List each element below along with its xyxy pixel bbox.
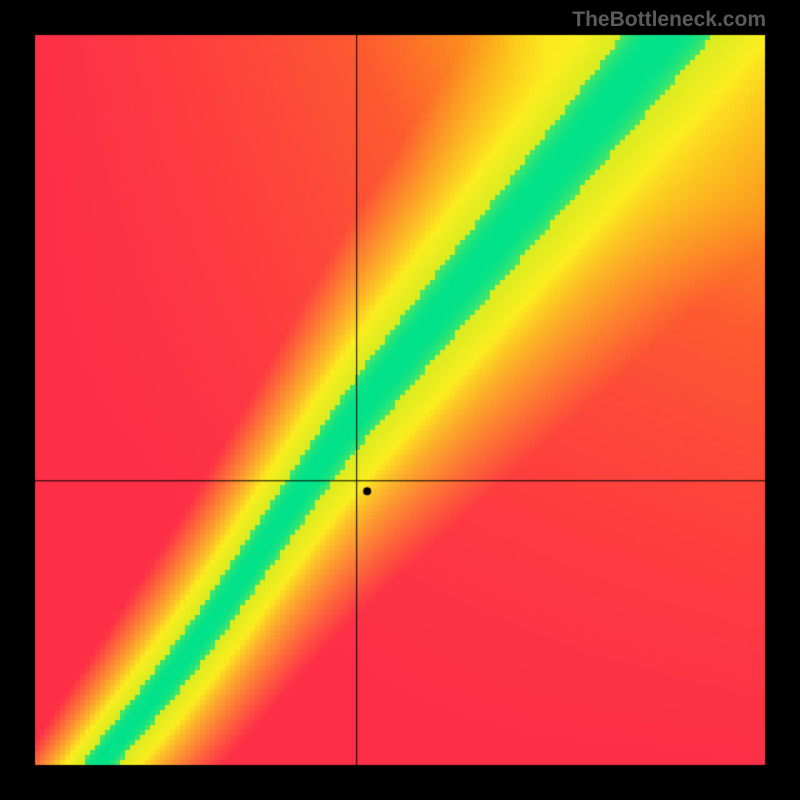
watermark-text: TheBottleneck.com xyxy=(572,8,766,32)
chart-container: TheBottleneck.com xyxy=(0,0,800,800)
heatmap-canvas xyxy=(0,0,800,800)
